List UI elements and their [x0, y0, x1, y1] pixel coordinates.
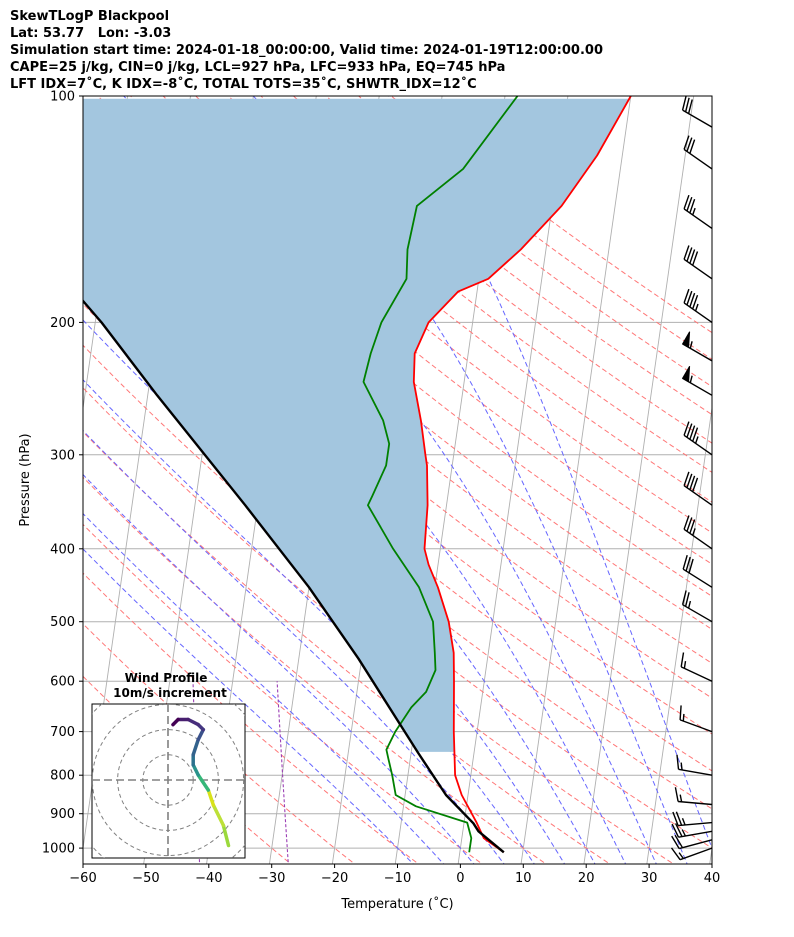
x-tick-label: 20 — [578, 871, 595, 886]
moist-adiabat-line — [252, 96, 688, 864]
wind-barb — [683, 245, 713, 280]
wind-barb — [672, 811, 713, 827]
x-tick-label: −10 — [384, 871, 411, 886]
dry-adiabat-line — [83, 387, 675, 864]
hodograph-segment — [206, 788, 216, 807]
dry-adiabat-line — [83, 263, 712, 772]
x-tick-label: −60 — [69, 871, 96, 886]
temperature-trace — [412, 96, 632, 854]
wind-barb — [680, 652, 713, 682]
params-line: CAPE=25 j/kg, CIN=0 j/kg, LCL=927 hPa, L… — [10, 60, 506, 75]
wind-barb — [674, 787, 713, 806]
isotherm-line — [0, 79, 4, 867]
wind-barb — [683, 135, 713, 170]
chart-header: SkewTLogP Blackpool Lat: 53.77 Lon: -3.0… — [10, 8, 603, 93]
hodograph-segment — [196, 727, 206, 742]
wind-barb — [683, 288, 713, 323]
y-tick-label: 300 — [50, 448, 75, 463]
wind-barb — [671, 823, 713, 838]
x-axis-label: Temperature (˚C) — [340, 896, 453, 912]
wind-barb — [683, 194, 713, 229]
x-tick-label: −30 — [258, 871, 285, 886]
wind-barb — [683, 471, 713, 506]
x-tick-label: −20 — [321, 871, 348, 886]
x-tick-label: 30 — [641, 871, 658, 886]
y-tick-label: 700 — [50, 725, 75, 740]
moist-adiabat-line — [83, 159, 627, 864]
x-tick-label: 40 — [704, 871, 721, 886]
hodograph-segment — [211, 803, 226, 828]
wind-barb — [681, 331, 713, 362]
hodograph-title: Wind Profile — [125, 671, 208, 685]
location-line: Lat: 53.77 Lon: -3.03 — [10, 26, 172, 41]
x-tick-label: −40 — [195, 871, 222, 886]
y-tick-label: 100 — [50, 90, 75, 105]
mixing-ratio-line — [276, 681, 289, 864]
chart-title: SkewTLogP Blackpool — [10, 9, 170, 24]
indices-line: LFT IDX=7˚C, K IDX=-8˚C, TOTAL TOTS=35˚C… — [10, 77, 477, 92]
wind-barb — [682, 555, 713, 588]
y-tick-label: 800 — [50, 769, 75, 784]
wind-barb — [676, 754, 713, 776]
wind-barb — [679, 705, 713, 733]
hodograph-segment — [196, 773, 211, 792]
wind-barb — [670, 847, 713, 861]
wind-barb — [681, 95, 713, 128]
wind-barb — [683, 515, 713, 550]
parcel-trace — [83, 299, 505, 854]
wind-barb — [671, 834, 713, 850]
x-tick-label: −50 — [132, 871, 159, 886]
y-tick-label: 900 — [50, 807, 75, 822]
hodograph-subtitle: 10m/s increment — [113, 686, 227, 700]
wind-barb — [681, 365, 713, 396]
axes: −60 −50 −40 −30 −20 −10 0 10 20 30 40 100 200 300 400 5… — [18, 90, 720, 913]
dry-adiabat-line — [83, 344, 712, 849]
y-tick-label: 600 — [50, 675, 75, 690]
wind-barb — [683, 421, 713, 456]
isotherm-line — [583, 96, 695, 864]
dry-adiabat-line — [83, 572, 420, 864]
moist-adiabat-line — [83, 548, 414, 864]
isotherm-line — [0, 79, 67, 867]
hodograph-segment — [186, 717, 200, 727]
hodograph-segment — [171, 717, 180, 727]
y-tick-label: 500 — [50, 615, 75, 630]
isotherm-line — [772, 79, 794, 867]
x-tick-label: 10 — [515, 871, 532, 886]
x-tick-label: 0 — [456, 871, 464, 886]
wind-barbs — [670, 95, 713, 861]
wind-barb — [681, 590, 713, 623]
isotherm-line — [646, 404, 712, 864]
y-tick-label: 200 — [50, 316, 75, 331]
cape-shaded-area — [83, 98, 630, 752]
isotherm-line — [709, 845, 712, 864]
y-tick-label: 400 — [50, 542, 75, 557]
hodograph-segment — [191, 737, 200, 757]
time-line: Simulation start time: 2024-01-18_00:00:… — [10, 43, 603, 58]
moist-adiabat-line — [388, 96, 712, 850]
hodograph-segment — [221, 823, 231, 848]
hodograph-segment — [191, 763, 200, 777]
y-tick-label: 1000 — [42, 842, 75, 857]
sounding-traces — [83, 96, 632, 854]
dry-adiabat-line — [83, 476, 547, 864]
dewpoint-trace — [362, 96, 519, 853]
y-axis-label: Pressure (hPa) — [18, 433, 33, 526]
